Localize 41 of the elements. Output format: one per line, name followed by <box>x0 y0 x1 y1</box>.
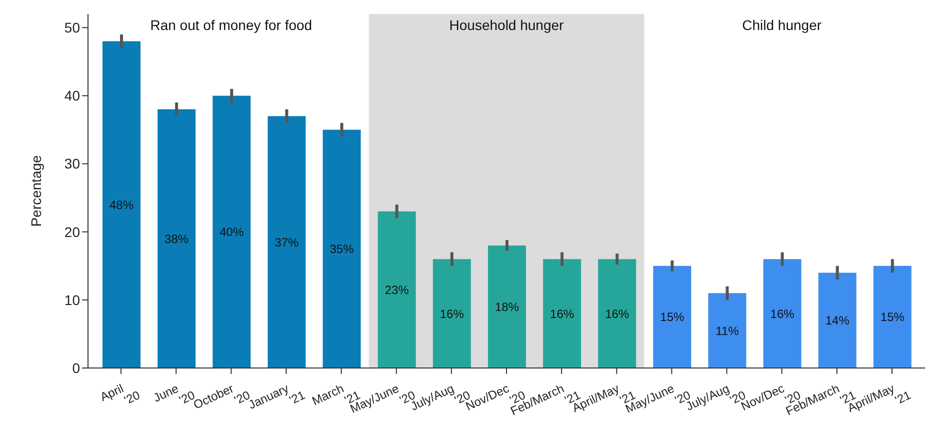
bar <box>158 109 196 368</box>
data-label: 16% <box>770 306 795 321</box>
y-tick-label: 0 <box>72 360 80 376</box>
bar <box>598 259 636 368</box>
annotation: Child hunger <box>742 17 822 33</box>
bar <box>378 211 416 368</box>
bar <box>102 41 141 368</box>
y-tick-label: 30 <box>64 156 80 172</box>
data-label: 37% <box>274 235 300 250</box>
bar <box>488 245 526 368</box>
y-axis-title: Percentage <box>28 154 44 227</box>
bar <box>708 293 746 368</box>
data-label: 23% <box>384 282 410 297</box>
data-label: 16% <box>550 306 574 321</box>
data-label: 14% <box>825 314 850 328</box>
data-label: 16% <box>440 306 464 321</box>
data-label: 40% <box>220 225 244 240</box>
band-label: Household hunger <box>449 17 564 33</box>
data-label: 48% <box>109 198 134 212</box>
data-label: 16% <box>605 306 630 321</box>
bar <box>432 259 471 368</box>
bar <box>543 259 582 368</box>
bar <box>873 266 912 368</box>
x-tick-label: April '20 <box>98 381 142 408</box>
y-tick-label: 20 <box>64 224 80 240</box>
data-label: 38% <box>164 232 189 246</box>
bar <box>653 266 692 368</box>
bar <box>763 259 802 368</box>
data-label: 15% <box>880 310 905 324</box>
data-label: 35% <box>330 242 354 256</box>
y-tick-label: 50 <box>64 20 80 36</box>
data-label: 11% <box>716 324 740 338</box>
y-tick-label: 40 <box>64 88 80 104</box>
annotation: Ran out of money for food <box>150 17 312 33</box>
data-label: 18% <box>494 300 520 314</box>
y-tick-label: 10 <box>64 292 80 308</box>
bar <box>268 116 306 368</box>
bar <box>212 96 251 368</box>
bar <box>818 272 856 368</box>
bar <box>322 130 361 368</box>
data-label: 15% <box>660 310 684 324</box>
